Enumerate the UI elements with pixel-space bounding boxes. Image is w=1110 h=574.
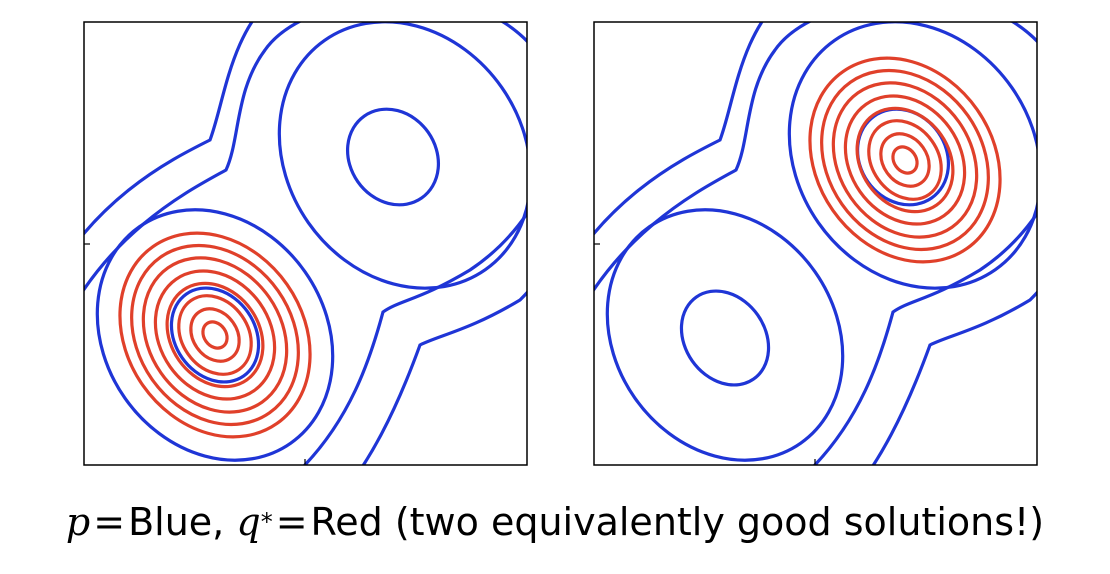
q-contour xyxy=(879,132,931,188)
p-contour-mid-upper xyxy=(277,22,527,290)
q-contour xyxy=(189,307,241,363)
equals-sign: = xyxy=(93,500,126,544)
p-contour-mid-lower xyxy=(95,208,335,462)
p-contour-mid-upper xyxy=(787,22,1037,290)
figure-canvas xyxy=(83,21,1038,466)
q-contour xyxy=(820,68,990,252)
q-symbol: q xyxy=(236,500,261,544)
p-contour-inner-lower xyxy=(679,289,771,387)
q-contours xyxy=(808,56,1002,264)
q-contour xyxy=(141,256,289,414)
caption-note: (two equivalently good solutions!) xyxy=(394,500,1045,544)
right-contour-plot xyxy=(593,21,1038,466)
q-contour xyxy=(808,56,1002,264)
q-contour xyxy=(201,320,229,350)
q-contour xyxy=(831,81,979,239)
q-contour xyxy=(118,231,312,439)
p-contour-outer-2 xyxy=(84,22,527,465)
p-symbol: p xyxy=(65,500,91,544)
left-contour-plot xyxy=(83,21,528,466)
p-contours xyxy=(594,22,1037,465)
left-plot-frame xyxy=(83,21,528,466)
p-contour-inner-upper xyxy=(345,107,441,207)
p-contours xyxy=(84,22,527,465)
p-contour-outer xyxy=(594,22,1037,465)
q-contour xyxy=(843,94,967,226)
q-contour xyxy=(130,243,300,427)
p-contour-outer-2 xyxy=(594,22,1037,465)
p-contour-inner-lower xyxy=(169,286,261,384)
q-contour xyxy=(891,145,919,175)
q-contour xyxy=(153,269,277,401)
p-color-label: Blue, xyxy=(128,500,225,544)
q-contour xyxy=(867,119,943,201)
q-contour xyxy=(165,281,265,389)
p-contour-mid-lower xyxy=(605,208,845,462)
equals-sign: = xyxy=(275,500,308,544)
p-contour-outer xyxy=(84,22,527,465)
q-contours xyxy=(118,231,312,439)
figure-caption: p = Blue, q * = Red (two equivalently goo… xyxy=(0,470,1110,574)
q-contour xyxy=(855,106,955,214)
q-contour xyxy=(177,294,253,376)
q-color-label: Red xyxy=(310,500,383,544)
right-plot-frame xyxy=(593,21,1038,466)
q-star: * xyxy=(260,508,273,536)
